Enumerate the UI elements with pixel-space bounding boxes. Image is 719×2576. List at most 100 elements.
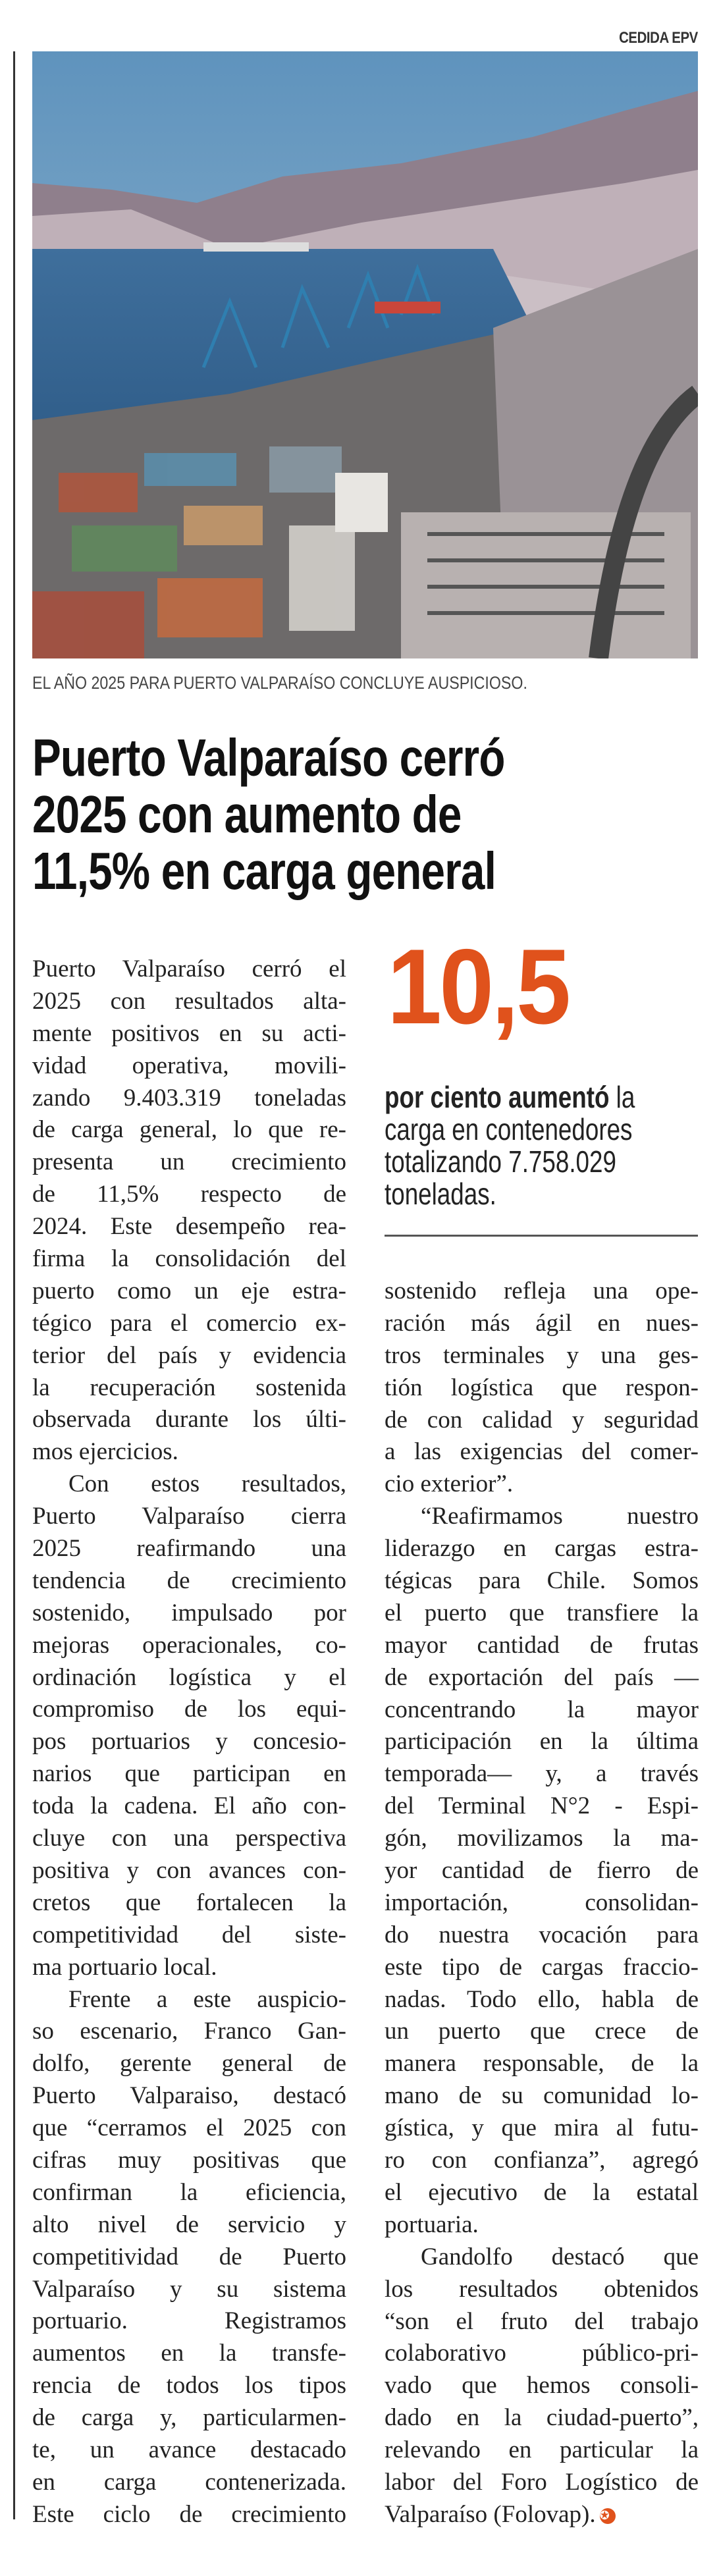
text-line: un puerto que crece de xyxy=(385,2018,699,2045)
text-line: gón, movilizamos la ma- xyxy=(385,1825,699,1852)
stat-line: totalizando 7.758.029 xyxy=(385,1144,616,1179)
text-line: mano de su comunidad lo- xyxy=(385,2082,699,2110)
text-line: toda la cadena. El año con- xyxy=(32,1792,346,1820)
text-line: tendencia de crecimiento xyxy=(32,1567,346,1594)
text-line: portuario. Registramos xyxy=(32,2307,346,2335)
headline-line: 2025 con aumento de xyxy=(32,785,462,844)
text-line: pos portuarios y concesio- xyxy=(32,1728,346,1756)
text-line: confirman la eficiencia, xyxy=(32,2178,346,2206)
article-paragraph: “Reafirmamos nuestro liderazgo en cargas … xyxy=(385,1501,699,2241)
text-line: sostenido refleja una ope- xyxy=(385,1277,699,1304)
text-line: relevando en particular la xyxy=(385,2436,699,2464)
text-line: concentrando la mayor xyxy=(385,1696,699,1723)
text-line: tégicas para Chile. Somos xyxy=(385,1567,699,1595)
text-line: que “cerramos el 2025 con xyxy=(32,2114,346,2142)
text-line: ordinación logística y el xyxy=(32,1663,346,1691)
text-line: positiva y con avances con- xyxy=(32,1856,346,1884)
headline-line: Puerto Valparaíso cerró xyxy=(32,728,505,787)
text-line: “Reafirmamos nuestro xyxy=(421,1503,699,1530)
text-line: “son el fruto del trabajo xyxy=(385,2307,699,2335)
text-line: ración más ágil en nues- xyxy=(385,1309,699,1337)
text-line: competitividad del siste- xyxy=(32,1921,346,1948)
text-line: tégico para el comercio ex- xyxy=(32,1309,346,1337)
text-line: de carga general, lo que re- xyxy=(32,1116,346,1144)
highlight-stat-number: 10,5 xyxy=(387,927,571,1046)
headline: Puerto Valparaíso cerró 2025 con aumento… xyxy=(32,730,608,899)
text-line: presenta un crecimiento xyxy=(32,1148,346,1176)
text-line: rencia de todos los tipos xyxy=(32,2372,346,2400)
text-line: Este ciclo de crecimiento xyxy=(32,2500,346,2528)
text-line: Frente a este auspicio- xyxy=(68,1985,346,2013)
text-line: compromiso de los equi- xyxy=(32,1696,346,1723)
text-line: del Terminal N°2 - Espi- xyxy=(385,1792,699,1820)
text-line: portuaria. xyxy=(385,2211,479,2238)
text-line: firma la consolidación del xyxy=(32,1245,346,1273)
text-line: tión logística que respon- xyxy=(385,1374,699,1401)
text-line: vado que hemos consoli- xyxy=(385,2372,699,2400)
article-column-left: Puerto Valparaíso cerró el 2025 con resul… xyxy=(32,953,346,2531)
text-line: liderazgo en cargas estra- xyxy=(385,1535,699,1563)
text-line: importación, consolidan- xyxy=(385,1889,699,1916)
text-line: ro con confianza”, agregó xyxy=(385,2147,699,2174)
text-line: Gandolfo destacó que xyxy=(421,2243,699,2270)
text-line: Puerto Valparaiso, destacó xyxy=(32,2082,346,2110)
text-line: la recuperación sostenida xyxy=(32,1374,346,1401)
text-line: este tipo de cargas fraccio- xyxy=(385,1953,699,1981)
text-line: manera responsable, de la xyxy=(385,2050,699,2078)
text-line: Valparaíso (Folovap). ✪ xyxy=(385,2499,699,2531)
text-line: en carga contenerizada. xyxy=(32,2468,346,2496)
text-line: sostenido, impulsado por xyxy=(32,1599,346,1626)
text-line: vidad operativa, movili- xyxy=(32,1052,346,1079)
text-line: a las exigencias del comer- xyxy=(385,1438,699,1466)
text-line: cretos que fortalecen la xyxy=(32,1889,346,1916)
highlight-stat-text: por ciento aumentó la carga en contenedo… xyxy=(385,1081,719,1210)
text-line: gística, y que mira al futu- xyxy=(385,2114,699,2142)
article-paragraph: Con estos resultados, Puerto Valparaíso c… xyxy=(32,1468,346,1983)
article-paragraph: Puerto Valparaíso cerró el 2025 con resul… xyxy=(32,953,346,1468)
text-line: yor cantidad de fierro de xyxy=(385,1857,699,1885)
text-line: observada durante los últi- xyxy=(32,1406,346,1434)
photo-caption: EL AÑO 2025 PARA PUERTO VALPARAÍSO CONCL… xyxy=(32,673,527,693)
text-line: 2025 reafirmando una xyxy=(32,1535,346,1563)
text-line: de con calidad y seguridad xyxy=(385,1406,699,1434)
text-line: mos ejercicios. xyxy=(32,1438,178,1466)
column-divider xyxy=(13,51,15,2519)
text-line: mente positivos en su acti- xyxy=(32,1019,346,1047)
text-line: 2025 con resultados alta- xyxy=(32,987,346,1015)
text-line: de carga y, particularmen- xyxy=(32,2404,346,2432)
text-line: de 11,5% respecto de xyxy=(32,1181,346,1208)
text-line: cluye con una perspectiva xyxy=(32,1825,346,1852)
text-line: temporada— y, a través xyxy=(385,1760,699,1788)
text-line: los resultados obtenidos xyxy=(385,2275,699,2303)
text-line: dolfo, gerente general de xyxy=(32,2050,346,2078)
text-line: aumentos en la transfe- xyxy=(32,2340,346,2367)
stat-line: toneladas. xyxy=(385,1177,496,1211)
text-line: Valparaíso y su sistema xyxy=(32,2275,346,2303)
text-line: do nuestra vocación para xyxy=(385,1921,699,1948)
text-line: labor del Foro Logístico de xyxy=(385,2468,699,2496)
stat-line: carga en contenedores xyxy=(385,1112,633,1146)
text-line: cio exterior”. xyxy=(385,1470,514,1498)
stat-line-rest: la xyxy=(609,1080,635,1114)
text-line: terior del país y evidencia xyxy=(32,1341,346,1369)
text-line: zando 9.403.319 toneladas xyxy=(32,1084,346,1112)
harbor-aerial-photo xyxy=(32,51,698,658)
text-line: 2024. Este desempeño rea- xyxy=(32,1213,346,1241)
text-line: competitividad de Puerto xyxy=(32,2243,346,2270)
stat-line: por ciento aumentó la xyxy=(385,1081,658,1114)
text-line: el ejecutivo de la estatal xyxy=(385,2178,699,2206)
text-line: cifras muy positivas que xyxy=(32,2146,346,2174)
article-paragraph: Frente a este auspicio-so escenario, Fra… xyxy=(32,1984,346,2531)
text-line: mayor cantidad de frutas xyxy=(385,1631,699,1659)
text-line: colaborativo público-pri- xyxy=(385,2340,699,2367)
text-line: alto nivel de servicio y xyxy=(32,2211,346,2238)
text-line: Puerto Valparaíso cerró el xyxy=(32,955,346,982)
text-line: participación en la última xyxy=(385,1728,699,1756)
stat-bold-text: por ciento aumentó xyxy=(385,1080,610,1114)
article-paragraph: sostenido refleja una ope-ración más ági… xyxy=(385,1275,699,1501)
article-column-right: sostenido refleja una ope-ración más ági… xyxy=(385,1275,699,2531)
text-line: tros terminales y una ges- xyxy=(385,1341,699,1369)
headline-line: 11,5% en carga general xyxy=(32,842,496,900)
text-line: Con estos resultados, xyxy=(68,1470,346,1498)
text-line: el puerto que transfiere la xyxy=(385,1599,699,1626)
